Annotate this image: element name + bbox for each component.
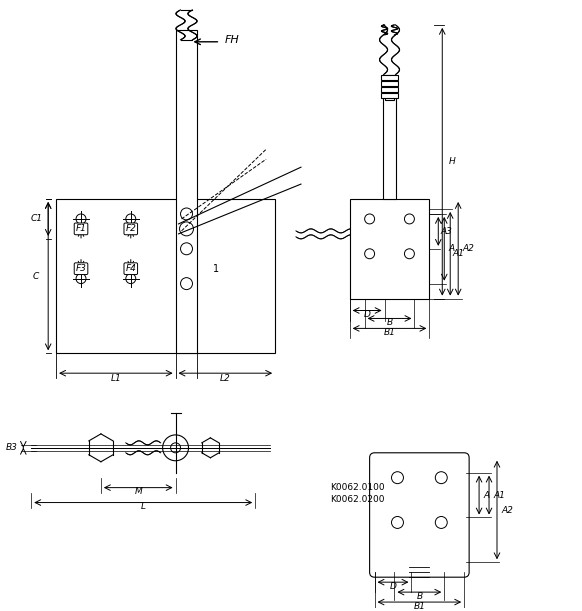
Text: L: L (141, 502, 146, 511)
Text: D: D (364, 310, 371, 319)
Text: F1: F1 (76, 224, 87, 233)
Text: A2: A2 (462, 244, 474, 254)
Text: B1: B1 (413, 602, 425, 610)
Text: K0062.0200: K0062.0200 (330, 495, 384, 504)
Text: K0062.0100: K0062.0100 (330, 483, 385, 492)
Text: A1: A1 (493, 491, 505, 500)
Text: A: A (448, 244, 455, 254)
Text: M: M (134, 487, 142, 496)
Text: A: A (484, 491, 490, 500)
Text: A2: A2 (501, 505, 513, 514)
Text: L1: L1 (111, 374, 121, 382)
Text: B: B (386, 318, 393, 327)
Bar (56, 199, 275, 353)
Text: B3: B3 (5, 444, 17, 452)
Text: A3: A3 (441, 227, 452, 236)
Bar (385, 75, 395, 100)
Text: FH: FH (225, 35, 240, 45)
Text: A1: A1 (452, 249, 464, 258)
Bar (350, 199, 430, 299)
Text: F4: F4 (125, 264, 136, 273)
Bar (381, 75, 399, 79)
Text: B1: B1 (384, 328, 395, 337)
Bar (382, 95, 396, 199)
Text: H: H (449, 157, 456, 166)
Text: F3: F3 (76, 264, 87, 273)
Text: C1: C1 (30, 214, 42, 224)
Bar (381, 92, 399, 98)
Text: C: C (33, 272, 40, 280)
Text: B: B (416, 591, 423, 601)
FancyBboxPatch shape (370, 453, 469, 577)
Bar (381, 87, 399, 92)
Bar (176, 30, 197, 353)
Text: 1: 1 (213, 264, 219, 274)
Text: D: D (389, 582, 396, 591)
Bar (381, 81, 399, 86)
Text: L2: L2 (220, 374, 230, 382)
Text: F2: F2 (125, 224, 136, 233)
